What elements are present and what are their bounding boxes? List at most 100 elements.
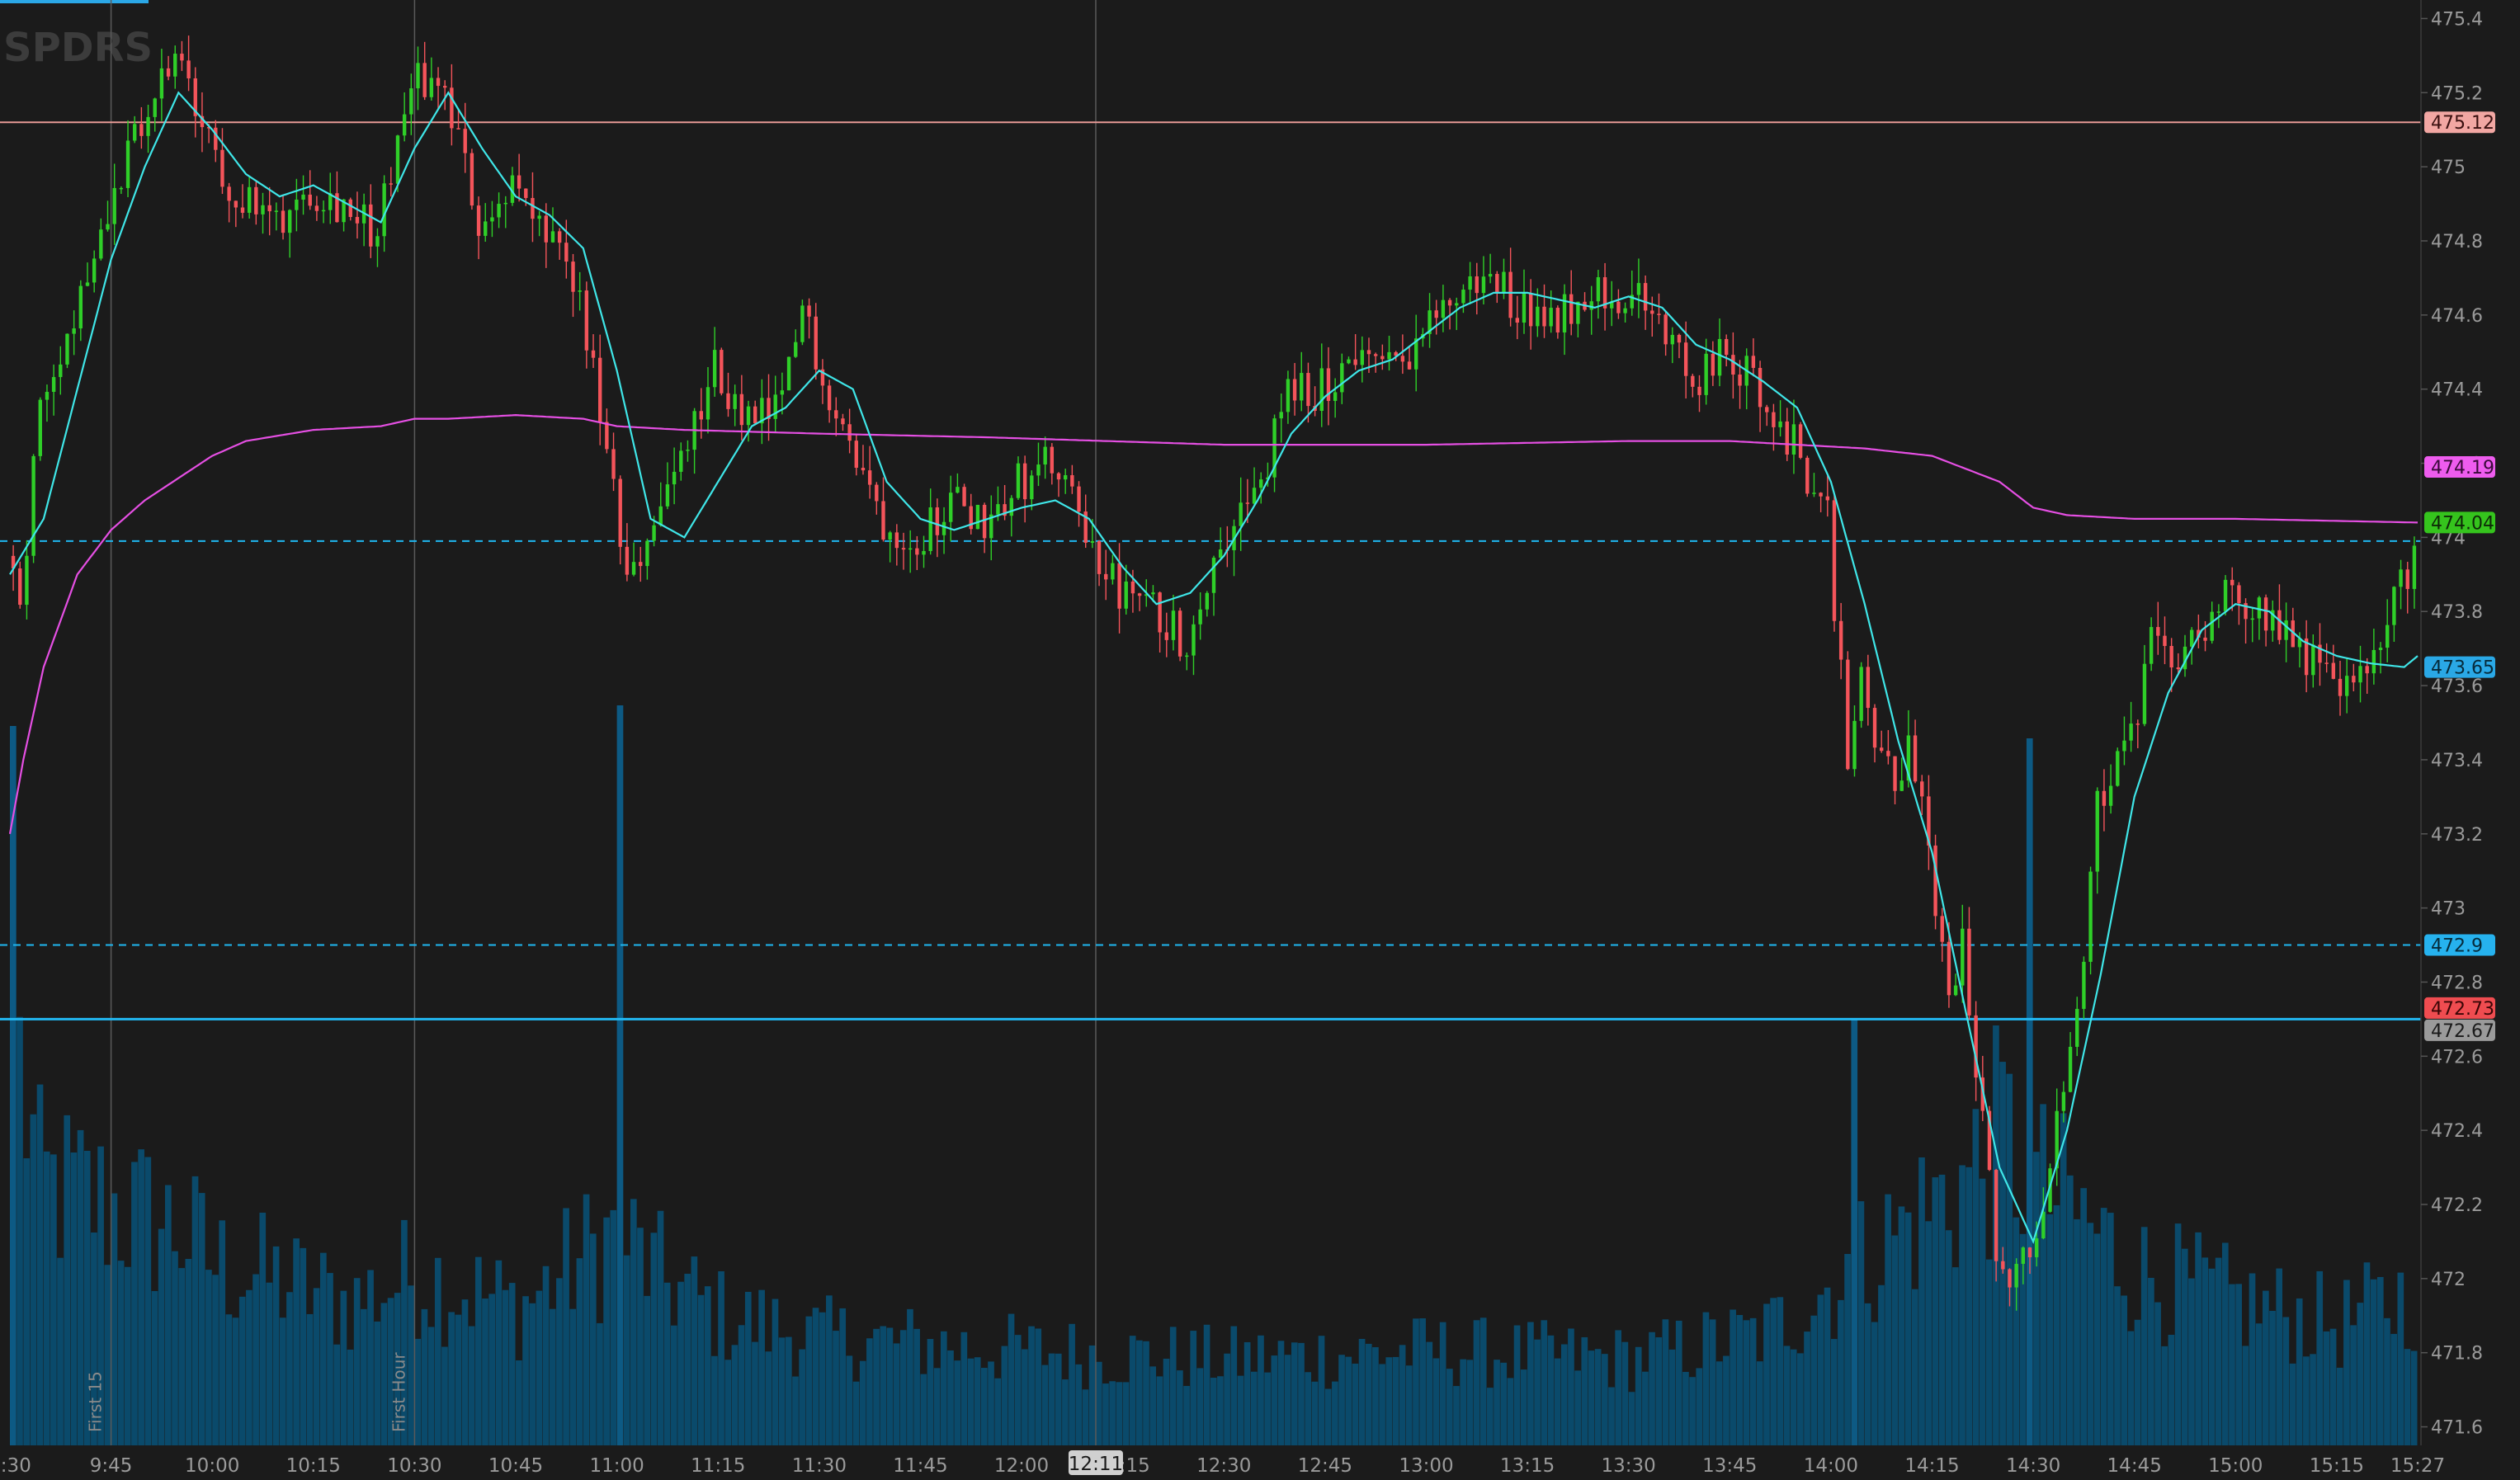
volume-bar — [232, 1317, 239, 1445]
volume-bar — [461, 1299, 469, 1445]
volume-bar — [1594, 1349, 1602, 1445]
volume-bar — [408, 1285, 414, 1445]
candle-body — [402, 114, 407, 136]
volume-bar — [1385, 1357, 1393, 1445]
candle-body — [591, 350, 596, 358]
volume-bar — [1689, 1377, 1696, 1445]
candle-body — [106, 224, 110, 230]
volume-bar — [792, 1376, 799, 1445]
candle-body — [180, 54, 184, 61]
volume-bar — [2263, 1290, 2269, 1445]
candle-body — [335, 193, 339, 223]
candle-body — [78, 285, 83, 329]
candle-body — [2034, 1238, 2039, 1257]
volume-bar — [1830, 1339, 1838, 1445]
volume-bar — [899, 1330, 907, 1445]
candle-body — [2142, 663, 2147, 724]
candle-body — [234, 200, 238, 208]
candle-body — [1691, 375, 1695, 387]
volume-bar — [2350, 1325, 2357, 1445]
price-label-text: 472.67 — [2431, 1021, 2494, 1042]
candle-body — [1536, 306, 1540, 327]
volume-bar — [2255, 1323, 2263, 1445]
candle-body — [1434, 310, 1438, 318]
candle-body — [841, 418, 845, 425]
volume-bar — [158, 1228, 165, 1445]
volume-bar — [1305, 1372, 1312, 1445]
volume-bar — [1399, 1345, 1406, 1445]
candle-body — [578, 290, 582, 292]
candle-body — [1468, 276, 1472, 290]
candle-body — [395, 135, 400, 184]
candle-body — [247, 186, 252, 213]
candle-body — [214, 127, 218, 150]
volume-bar — [2148, 1277, 2154, 1445]
volume-bar — [2080, 1188, 2087, 1445]
volume-bar — [697, 1294, 705, 1445]
volume-bar — [1250, 1371, 1258, 1445]
candle-body — [1961, 928, 1965, 986]
candle-body — [267, 205, 271, 212]
volume-bar — [2140, 1227, 2148, 1445]
volume-bar — [1878, 1284, 1885, 1445]
volume-bar — [1237, 1375, 1244, 1445]
time-tick-label: 10:15 — [286, 1455, 341, 1477]
volume-bar — [630, 1199, 637, 1445]
time-axis[interactable]: 9:30 9:45 10:00 10:15 10:30 10:45 11:00 11:15 11… — [0, 1450, 2445, 1477]
volume-bar — [1048, 1353, 1055, 1445]
volume-bar — [583, 1194, 590, 1445]
candle-body — [429, 78, 434, 97]
candle-body — [1185, 655, 1189, 658]
price-tick-label: 475.2 — [2431, 83, 2483, 104]
volume-bar — [1284, 1355, 1291, 1445]
price-axis[interactable]: 471.6 471.8 472 472.2 472.4 472.6 472.8 473 473.… — [2420, 0, 2520, 1477]
candle-body — [1144, 594, 1149, 596]
candle-body — [2318, 644, 2322, 663]
candle-body — [389, 183, 394, 185]
volume-bar — [1432, 1358, 1440, 1445]
volume-bar — [2114, 1286, 2121, 1445]
volume-bar — [556, 1278, 563, 1445]
candle-body — [1414, 338, 1418, 370]
candle-body — [200, 115, 205, 128]
candle-body — [881, 501, 885, 540]
volume-bar — [1904, 1212, 1912, 1445]
candle-body — [1920, 781, 1924, 797]
candle-body — [2176, 667, 2181, 670]
volume-bar — [2006, 1073, 2013, 1445]
candle-body — [1192, 624, 1196, 656]
candle-body — [1825, 496, 1830, 501]
candle-body — [159, 68, 164, 99]
candle-body — [1050, 446, 1055, 474]
time-tick-label: 13:00 — [1399, 1455, 1453, 1477]
volume-bar — [960, 1332, 968, 1445]
volume-bar — [306, 1313, 314, 1445]
time-tick-label: 15:15 — [2310, 1455, 2364, 1477]
candle-body — [1886, 751, 1890, 756]
volume-bar — [1628, 1392, 1635, 1445]
candle-body — [1940, 916, 1944, 942]
candle-body — [639, 562, 643, 567]
candle-body — [1663, 314, 1668, 345]
candle-body — [1953, 985, 1958, 996]
candle-body — [1394, 351, 1398, 356]
vwap-path — [8, 413, 2419, 834]
volume-bar — [1298, 1342, 1305, 1445]
time-tick-label: 9:30 — [0, 1455, 31, 1477]
watermark: SPDRS — [3, 25, 153, 71]
candlesticks[interactable] — [11, 35, 2417, 1311]
volume-bar — [1783, 1346, 1791, 1445]
candle-body — [450, 87, 454, 129]
price-tick-label: 475 — [2431, 158, 2466, 178]
volume-bar — [1088, 1345, 1096, 1445]
volume-bar — [2013, 1217, 2020, 1445]
candle-body — [2008, 1269, 2012, 1288]
candle-body — [1987, 1110, 1992, 1171]
candle-body — [989, 514, 993, 539]
volume-bar — [765, 1351, 772, 1445]
volume-bar — [1682, 1371, 1689, 1445]
time-tick-label: 14:45 — [2107, 1455, 2162, 1477]
volume-bar — [1817, 1294, 1824, 1445]
